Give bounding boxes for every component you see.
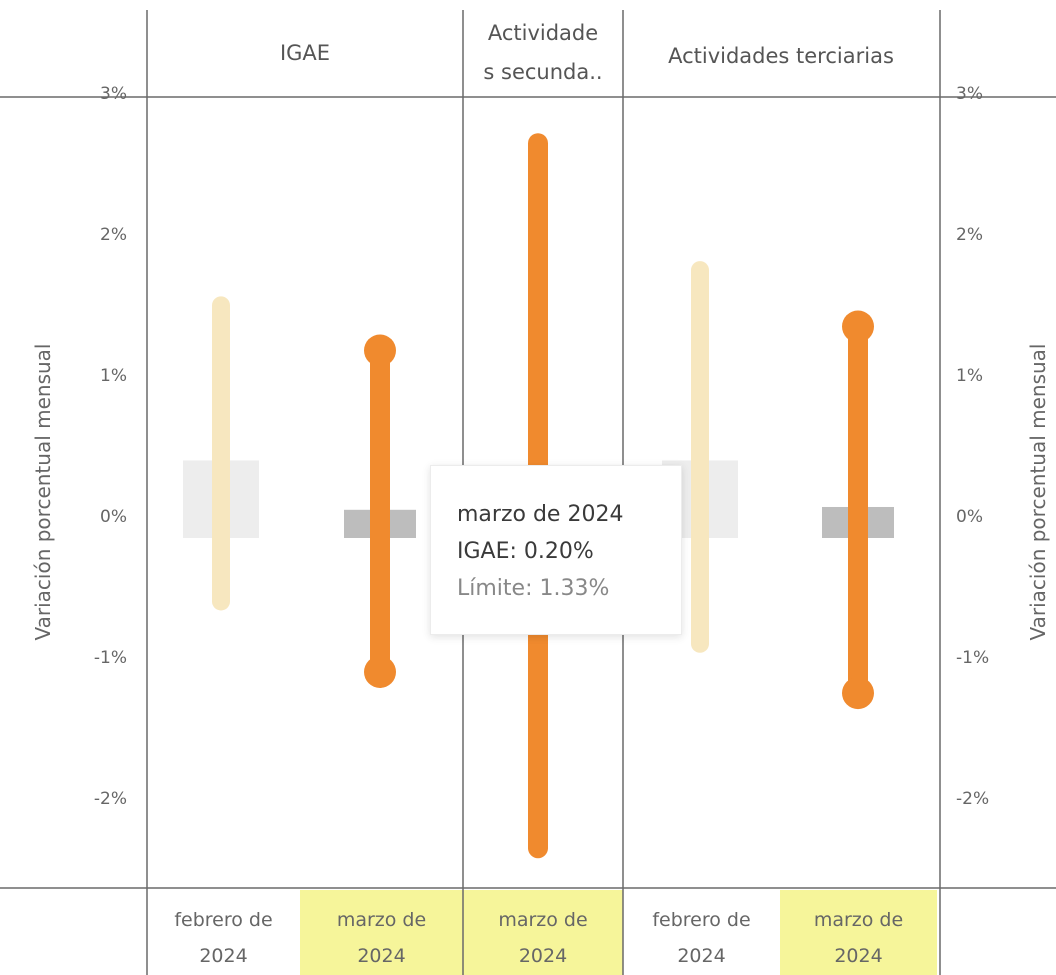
upper-limit-dot[interactable]: [364, 334, 396, 367]
category-label: marzo de: [814, 909, 903, 931]
category-label: febrero de: [652, 909, 750, 931]
lower-limit-dot[interactable]: [364, 655, 396, 688]
y-tick-label-left: 3%: [100, 84, 127, 104]
y-tick-label-left: -1%: [94, 648, 127, 668]
panel-header: Actividade: [488, 21, 598, 45]
y-tick-label-right: 2%: [956, 225, 983, 245]
y-tick-label-right: -1%: [956, 648, 989, 668]
panel-header: Actividades terciarias: [668, 44, 894, 68]
panel-header: s secunda..: [483, 60, 602, 84]
category-label: marzo de: [498, 909, 587, 931]
category-label: 2024: [677, 945, 725, 967]
category-highlight: [300, 890, 463, 975]
category-highlight: [463, 890, 623, 975]
y-tick-label-left: 2%: [100, 225, 127, 245]
upper-limit-dot[interactable]: [842, 310, 874, 343]
y-tick-label-right: -2%: [956, 789, 989, 809]
y-tick-label-left: -2%: [94, 789, 127, 809]
panel-header: IGAE: [280, 41, 330, 65]
category-label: 2024: [834, 945, 882, 967]
y-tick-label-left: 0%: [100, 507, 127, 527]
y-axis-title-right: Variación porcentual mensual: [1026, 344, 1050, 641]
y-tick-label-left: 1%: [100, 366, 127, 386]
category-label: marzo de: [337, 909, 426, 931]
tooltip-value: IGAE: 0.20%: [457, 539, 594, 564]
category-label: febrero de: [174, 909, 272, 931]
y-axis-title-left: Variación porcentual mensual: [31, 344, 55, 641]
category-label: 2024: [519, 945, 567, 967]
category-label: 2024: [357, 945, 405, 967]
tooltip-limit: Límite: 1.33%: [457, 576, 610, 601]
y-tick-label-right: 1%: [956, 366, 983, 386]
y-tick-label-right: 3%: [956, 84, 983, 104]
tooltip-title: marzo de 2024: [457, 502, 624, 527]
y-tick-label-right: 0%: [956, 507, 983, 527]
lower-limit-dot[interactable]: [842, 677, 874, 710]
tooltip: marzo de 2024 IGAE: 0.20% Límite: 1.33%: [430, 465, 682, 635]
category-label: 2024: [199, 945, 247, 967]
category-highlight: [780, 890, 937, 975]
